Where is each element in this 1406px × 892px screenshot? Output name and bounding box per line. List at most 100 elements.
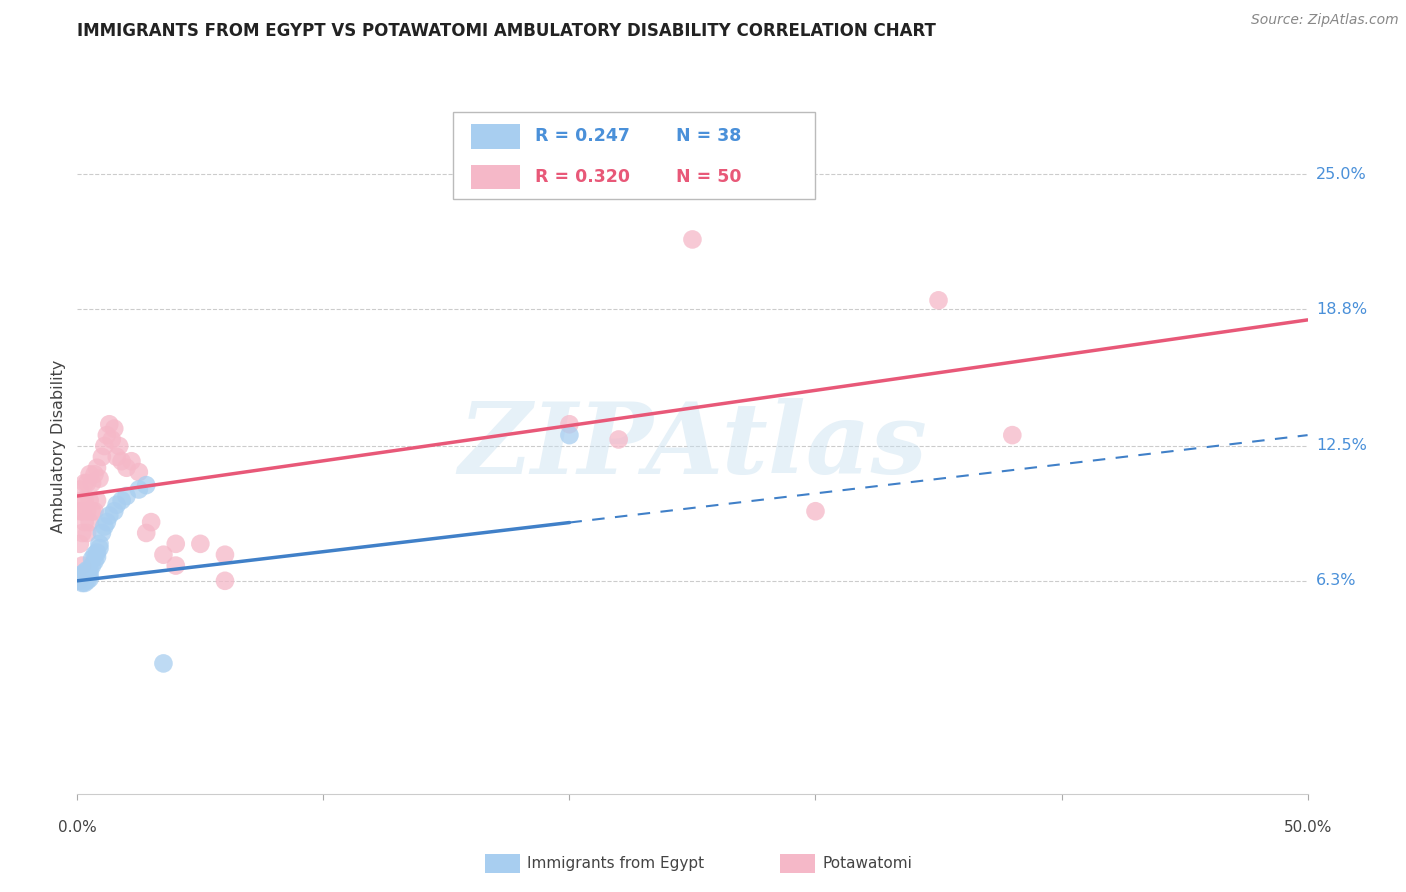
Point <box>128 465 150 479</box>
Point <box>135 525 157 540</box>
Point <box>69 572 91 586</box>
Point <box>70 576 93 591</box>
Point <box>79 493 101 508</box>
Bar <box>471 165 520 189</box>
Text: Immigrants from Egypt: Immigrants from Egypt <box>527 856 704 871</box>
Point <box>89 537 111 551</box>
Point <box>73 574 96 588</box>
Point <box>76 525 98 540</box>
Text: IMMIGRANTS FROM EGYPT VS POTAWATOMI AMBULATORY DISABILITY CORRELATION CHART: IMMIGRANTS FROM EGYPT VS POTAWATOMI AMBU… <box>77 22 936 40</box>
Point <box>76 569 98 583</box>
Point <box>69 483 91 497</box>
Point <box>93 439 115 453</box>
Point <box>103 504 125 518</box>
Text: N = 38: N = 38 <box>676 128 742 145</box>
Point <box>69 574 91 588</box>
Point <box>70 525 93 540</box>
Point <box>70 574 93 588</box>
Point <box>98 508 121 523</box>
Point <box>73 493 96 508</box>
Point <box>90 525 114 540</box>
Point <box>70 558 93 573</box>
Text: 18.8%: 18.8% <box>1316 301 1367 317</box>
Point <box>76 574 98 588</box>
Point <box>682 232 704 246</box>
Point <box>83 554 105 568</box>
Point <box>76 504 98 518</box>
Text: 0.0%: 0.0% <box>58 820 97 835</box>
Point <box>96 515 118 529</box>
Text: ZIPAtlas: ZIPAtlas <box>458 398 927 494</box>
Point <box>70 567 93 582</box>
Point <box>152 657 174 671</box>
Point <box>101 433 124 447</box>
Point <box>79 572 101 586</box>
Text: 25.0%: 25.0% <box>1316 167 1367 182</box>
Point <box>86 549 108 564</box>
Text: N = 50: N = 50 <box>676 169 742 186</box>
Point <box>115 460 138 475</box>
Point <box>73 565 96 579</box>
Point <box>79 567 101 582</box>
Point <box>70 504 93 518</box>
Point <box>121 454 143 468</box>
Point <box>73 515 96 529</box>
Point <box>108 439 131 453</box>
Bar <box>453 112 815 199</box>
Point <box>79 467 101 482</box>
Point <box>73 475 96 490</box>
Point <box>1001 428 1024 442</box>
Point <box>141 515 163 529</box>
Text: 6.3%: 6.3% <box>1316 574 1357 589</box>
Text: R = 0.247: R = 0.247 <box>536 128 630 145</box>
Text: Potawatomi: Potawatomi <box>823 856 912 871</box>
Point <box>105 498 128 512</box>
Point <box>93 519 115 533</box>
Point <box>165 558 187 573</box>
Point <box>135 478 157 492</box>
Point <box>165 537 187 551</box>
Point <box>86 545 108 559</box>
Text: 12.5%: 12.5% <box>1316 439 1367 453</box>
Point <box>214 548 236 562</box>
Text: Source: ZipAtlas.com: Source: ZipAtlas.com <box>1251 13 1399 28</box>
Point <box>82 504 104 518</box>
Point <box>105 450 128 464</box>
Point <box>76 563 98 577</box>
Point <box>83 548 105 562</box>
Point <box>76 475 98 490</box>
Point <box>558 428 581 442</box>
Point <box>69 574 91 588</box>
Point <box>607 433 630 447</box>
Text: 50.0%: 50.0% <box>1284 820 1331 835</box>
Point <box>82 475 104 490</box>
Point <box>70 572 93 586</box>
Point <box>111 493 132 508</box>
Point <box>98 417 121 432</box>
Point <box>86 460 108 475</box>
Point <box>73 572 96 586</box>
Point <box>86 493 108 508</box>
Point <box>804 504 827 518</box>
Point <box>82 552 104 566</box>
Point <box>128 483 150 497</box>
Point <box>69 569 91 583</box>
Y-axis label: Ambulatory Disability: Ambulatory Disability <box>51 359 66 533</box>
Point <box>152 548 174 562</box>
Point <box>111 454 132 468</box>
Point <box>928 293 950 308</box>
Point <box>73 569 96 583</box>
Point <box>188 537 212 551</box>
Point <box>83 467 105 482</box>
Point <box>79 515 101 529</box>
Point <box>89 472 111 486</box>
Point <box>82 558 104 573</box>
Point <box>558 417 581 432</box>
Point <box>73 576 96 591</box>
Point <box>83 504 105 518</box>
Point <box>103 421 125 435</box>
Point <box>214 574 236 588</box>
Point <box>115 489 138 503</box>
Point <box>69 504 91 518</box>
Bar <box>471 124 520 149</box>
